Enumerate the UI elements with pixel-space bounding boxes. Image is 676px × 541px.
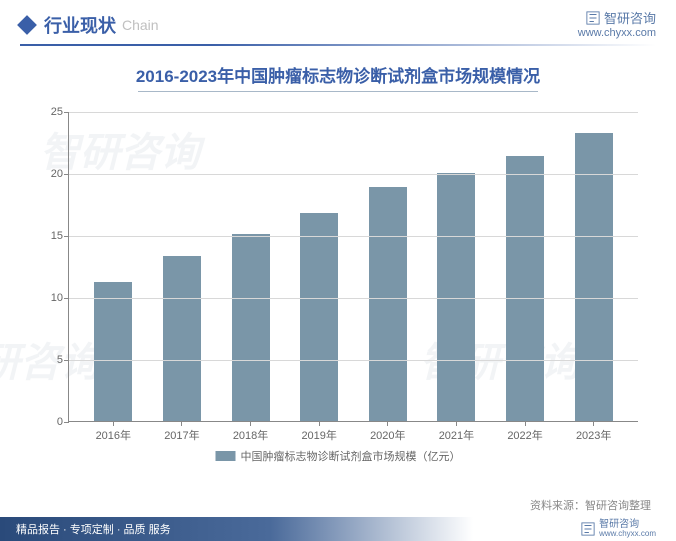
- bar: [506, 156, 544, 421]
- legend-swatch: [216, 451, 236, 461]
- bar: [300, 213, 338, 421]
- bar-group: 2017年: [148, 256, 217, 421]
- grid-line: [69, 174, 638, 175]
- x-tick: [387, 421, 388, 426]
- grid-line: [69, 360, 638, 361]
- footer-brand: 智研咨询 www.chyxx.com: [581, 520, 656, 538]
- x-tick: [593, 421, 594, 426]
- y-tick: [64, 112, 69, 113]
- x-tick: [319, 421, 320, 426]
- x-axis-label: 2017年: [164, 427, 199, 443]
- grid-line: [69, 236, 638, 237]
- x-axis-label: 2016年: [96, 427, 131, 443]
- bars-group: 2016年2017年2018年2019年2020年2021年2022年2023年: [69, 112, 638, 421]
- header: 行业现状 Chain 智研咨询 www.chyxx.com: [0, 0, 676, 44]
- header-title: 行业现状: [44, 12, 116, 38]
- legend-label: 中国肿瘤标志物诊断试剂盒市场规模（亿元）: [241, 448, 461, 464]
- header-subtitle: Chain: [122, 17, 159, 33]
- footer-brand-logo-icon: [581, 522, 595, 536]
- y-axis-label: 20: [51, 168, 63, 180]
- chart-container: 2016年2017年2018年2019年2020年2021年2022年2023年…: [28, 102, 648, 482]
- y-tick: [64, 174, 69, 175]
- footer-text: 精品报告 · 专项定制 · 品质 服务: [16, 521, 171, 537]
- brand-name: 智研咨询: [604, 8, 656, 27]
- x-axis-label: 2023年: [576, 427, 611, 443]
- brand-url: www.chyxx.com: [578, 27, 656, 39]
- y-axis-label: 10: [51, 292, 63, 304]
- brand-logo-icon: [586, 11, 600, 25]
- y-tick: [64, 422, 69, 423]
- y-axis-label: 15: [51, 230, 63, 242]
- y-tick: [64, 360, 69, 361]
- grid-line: [69, 112, 638, 113]
- brand-block: 智研咨询 www.chyxx.com: [578, 8, 656, 39]
- bar-group: 2020年: [354, 187, 423, 421]
- bar: [369, 187, 407, 421]
- y-tick: [64, 236, 69, 237]
- bar: [575, 133, 613, 421]
- x-tick: [113, 421, 114, 426]
- bar-group: 2021年: [422, 173, 491, 421]
- source-text: 资料来源：智研咨询整理: [530, 497, 651, 513]
- x-axis-label: 2021年: [439, 427, 474, 443]
- bar: [163, 256, 201, 421]
- x-tick: [525, 421, 526, 426]
- bar-group: 2023年: [559, 133, 628, 421]
- y-axis-label: 25: [51, 106, 63, 118]
- x-tick: [181, 421, 182, 426]
- x-axis-label: 2020年: [370, 427, 405, 443]
- x-tick: [456, 421, 457, 426]
- bar: [437, 173, 475, 421]
- header-divider: [20, 44, 656, 46]
- y-tick: [64, 298, 69, 299]
- x-axis-label: 2022年: [507, 427, 542, 443]
- bar-group: 2016年: [79, 282, 148, 421]
- bar-group: 2022年: [491, 156, 560, 421]
- diamond-icon: [17, 15, 37, 35]
- x-axis-label: 2019年: [301, 427, 336, 443]
- bar: [232, 234, 270, 421]
- y-axis-label: 0: [57, 416, 63, 428]
- title-underline: [138, 91, 538, 92]
- footer: 精品报告 · 专项定制 · 品质 服务 智研咨询 www.chyxx.com: [0, 517, 676, 541]
- y-axis-label: 5: [57, 354, 63, 366]
- bar-group: 2018年: [216, 234, 285, 421]
- footer-brand-url: www.chyxx.com: [599, 530, 656, 538]
- x-axis-label: 2018年: [233, 427, 268, 443]
- bar: [94, 282, 132, 421]
- grid-line: [69, 298, 638, 299]
- x-tick: [250, 421, 251, 426]
- chart-area: 2016年2017年2018年2019年2020年2021年2022年2023年…: [68, 112, 638, 422]
- chart-title: 2016-2023年中国肿瘤标志物诊断试剂盒市场规模情况: [0, 62, 676, 87]
- legend: 中国肿瘤标志物诊断试剂盒市场规模（亿元）: [216, 448, 461, 464]
- bar-group: 2019年: [285, 213, 354, 421]
